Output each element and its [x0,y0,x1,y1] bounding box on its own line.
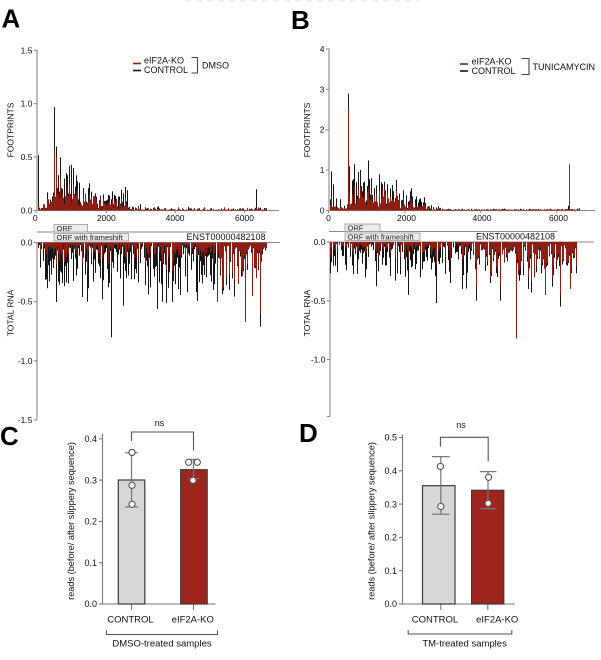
svg-text:CONTROL: CONTROL [144,65,188,75]
svg-text:eIF2A-KO: eIF2A-KO [472,57,512,67]
svg-text:1.5: 1.5 [21,45,33,55]
svg-text:B: B [291,5,310,35]
svg-text:0: 0 [33,213,38,223]
svg-text:4000: 4000 [473,213,492,223]
svg-text:0.1: 0.1 [84,558,97,568]
svg-text:ENST00000482108: ENST00000482108 [476,232,555,242]
svg-text:DMSO-treated samples: DMSO-treated samples [112,639,212,650]
svg-text:0.0: 0.0 [21,238,33,248]
svg-text:DMSO: DMSO [202,61,229,71]
svg-text:0.5: 0.5 [384,433,397,443]
svg-text:0.0: 0.0 [384,599,397,609]
svg-text:CONTROL: CONTROL [412,615,458,626]
svg-text:TOTAL RNA: TOTAL RNA [302,289,312,336]
svg-text:-0.5: -0.5 [311,296,326,306]
svg-text:0.4: 0.4 [384,466,397,476]
svg-text:6000: 6000 [235,213,254,223]
svg-text:0: 0 [320,206,325,216]
svg-text:2000: 2000 [97,213,116,223]
svg-text:ns: ns [456,420,466,430]
svg-text:TUNICAMYCIN: TUNICAMYCIN [533,62,596,72]
svg-text:eIF2A-KO: eIF2A-KO [144,56,184,66]
svg-text:6000: 6000 [549,213,568,223]
svg-text:1.0: 1.0 [21,99,33,109]
svg-text:0.0: 0.0 [21,206,33,216]
svg-text:2: 2 [320,125,325,135]
svg-text:FOOTPRINTS: FOOTPRINTS [6,102,16,157]
svg-text:eIF2A-KO: eIF2A-KO [476,615,518,626]
svg-text:reads (before/ after slippery: reads (before/ after slippery sequence) [367,442,377,600]
svg-text:0.3: 0.3 [384,499,397,509]
svg-text:eIF2A-KO: eIF2A-KO [172,615,214,626]
svg-text:0.0: 0.0 [314,237,326,247]
svg-text:0.2: 0.2 [384,533,397,543]
svg-text:ORF: ORF [348,224,364,233]
svg-text:CONTROL: CONTROL [107,615,153,626]
svg-text:0.3: 0.3 [84,475,97,485]
svg-text:1: 1 [320,165,325,175]
svg-text:-1.0: -1.0 [311,355,326,365]
svg-text:0.1: 0.1 [384,566,397,576]
svg-text:FOOTPRINTS: FOOTPRINTS [302,102,312,157]
svg-text:0.0: 0.0 [84,599,97,609]
svg-text:ORF with frameshift: ORF with frameshift [57,233,124,242]
svg-text:reads (before/ after slippery: reads (before/ after slippery sequence) [66,442,76,600]
svg-text:0.5: 0.5 [21,152,33,162]
svg-text:2000: 2000 [397,213,416,223]
svg-text:0.4: 0.4 [84,434,97,444]
svg-text:-0.5: -0.5 [18,297,33,307]
svg-text:3: 3 [320,84,325,94]
svg-text:D: D [299,418,318,448]
svg-text:ENST00000482108: ENST00000482108 [186,232,265,242]
svg-text:TM-treated samples: TM-treated samples [422,639,507,650]
svg-text:ns: ns [155,418,165,428]
svg-text:A: A [2,4,21,34]
svg-text:CONTROL: CONTROL [472,66,516,76]
svg-text:4000: 4000 [166,213,185,223]
svg-text:TOTAL RNA: TOTAL RNA [6,289,16,336]
svg-text:0.2: 0.2 [84,517,97,527]
svg-text:ORF with frameshift: ORF with frameshift [348,233,415,242]
svg-text:ORF: ORF [57,224,73,233]
svg-text:4: 4 [320,44,325,54]
svg-text:-1.5: -1.5 [18,415,33,425]
svg-text:-1.0: -1.0 [18,356,33,366]
svg-text:C: C [0,421,19,451]
svg-text:0: 0 [326,213,331,223]
